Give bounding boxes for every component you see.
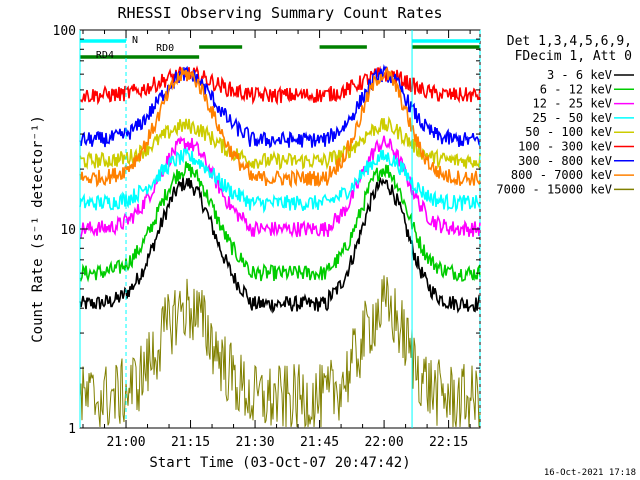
timestamp: 16-Oct-2021 17:18 xyxy=(544,468,636,478)
x-axis-ticks: 21:00 21:15 21:30 21:45 22:00 22:15 xyxy=(82,30,471,450)
legend-label: 100 - 300 keV xyxy=(518,140,612,154)
legend-header-line-2: FDecim 1, Att 0 xyxy=(515,49,632,64)
legend-label: 3 - 6 keV xyxy=(547,68,612,82)
series-line-1 xyxy=(79,161,481,283)
x-tick-label: 21:00 xyxy=(106,435,145,450)
legend-label: 300 - 800 keV xyxy=(518,154,612,168)
marker-label-n: N xyxy=(132,35,138,46)
y-tick-label: 1 xyxy=(68,422,76,437)
legend-label: 50 - 100 keV xyxy=(525,125,612,139)
legend: Det 1,3,4,5,6,9, FDecim 1, Att 0 3 - 6 k… xyxy=(496,34,634,196)
series-line-5 xyxy=(79,65,481,106)
legend-label: 25 - 50 keV xyxy=(533,111,612,125)
legend-label: 12 - 25 keV xyxy=(533,97,612,111)
x-tick-label: 21:30 xyxy=(235,435,274,450)
series-layer xyxy=(79,64,481,429)
series-line-6 xyxy=(79,64,481,149)
x-tick-label: 22:15 xyxy=(429,435,468,450)
y-axis-label: Count Rate (s⁻¹ detector⁻¹) xyxy=(30,115,46,343)
y-tick-label: 10 xyxy=(60,223,76,238)
x-tick-label: 21:15 xyxy=(171,435,210,450)
chart-title: RHESSI Observing Summary Count Rates xyxy=(117,4,442,22)
marker-label-rd4: RD4 xyxy=(96,50,114,61)
legend-label: 7000 - 15000 keV xyxy=(496,182,612,196)
series-line-4 xyxy=(79,115,481,171)
x-tick-label: 22:00 xyxy=(365,435,404,450)
marker-label-rd0: RD0 xyxy=(156,43,174,54)
series-line-7 xyxy=(79,66,481,189)
legend-header-line-1: Det 1,3,4,5,6,9, xyxy=(507,34,632,49)
legend-label: 800 - 7000 keV xyxy=(511,168,612,182)
observing-markers: N RD0 RD4 xyxy=(80,35,480,61)
series-line-3 xyxy=(79,146,481,214)
legend-label: 6 - 12 keV xyxy=(540,82,612,96)
series-line-0 xyxy=(79,177,481,314)
y-axis-ticks: 1 10 100 xyxy=(53,24,480,437)
x-tick-label: 21:45 xyxy=(300,435,339,450)
x-axis-label: Start Time (03-Oct-07 20:47:42) xyxy=(149,455,410,471)
series-line-8 xyxy=(79,275,481,429)
y-tick-label: 100 xyxy=(53,24,76,39)
